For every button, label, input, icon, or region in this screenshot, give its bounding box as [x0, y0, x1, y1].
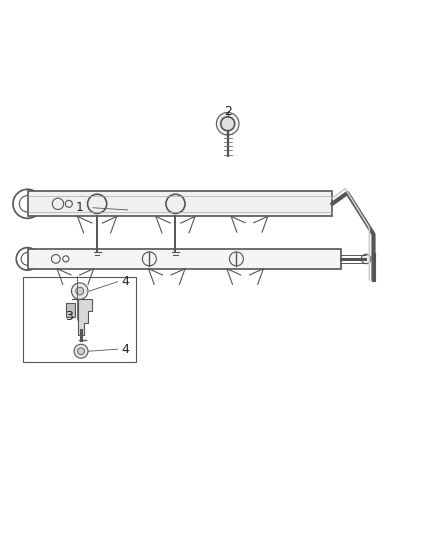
FancyBboxPatch shape: [28, 249, 341, 269]
Polygon shape: [72, 299, 92, 335]
Circle shape: [74, 344, 88, 358]
Text: 1: 1: [76, 201, 84, 214]
Circle shape: [216, 112, 239, 135]
Circle shape: [166, 194, 185, 213]
Circle shape: [361, 254, 371, 264]
Circle shape: [76, 287, 84, 295]
Text: 3: 3: [65, 310, 73, 323]
Circle shape: [71, 283, 88, 300]
Text: 4: 4: [121, 275, 129, 288]
Circle shape: [51, 255, 60, 263]
FancyBboxPatch shape: [28, 191, 332, 216]
Circle shape: [65, 200, 72, 207]
Text: 4: 4: [121, 343, 129, 356]
Bar: [23, 277, 136, 362]
Circle shape: [142, 252, 156, 266]
Circle shape: [78, 348, 85, 354]
Text: 2: 2: [224, 106, 232, 118]
Circle shape: [88, 194, 107, 213]
Circle shape: [52, 198, 64, 209]
Polygon shape: [66, 303, 75, 317]
Circle shape: [230, 252, 244, 266]
Circle shape: [221, 117, 235, 131]
Circle shape: [63, 256, 69, 262]
